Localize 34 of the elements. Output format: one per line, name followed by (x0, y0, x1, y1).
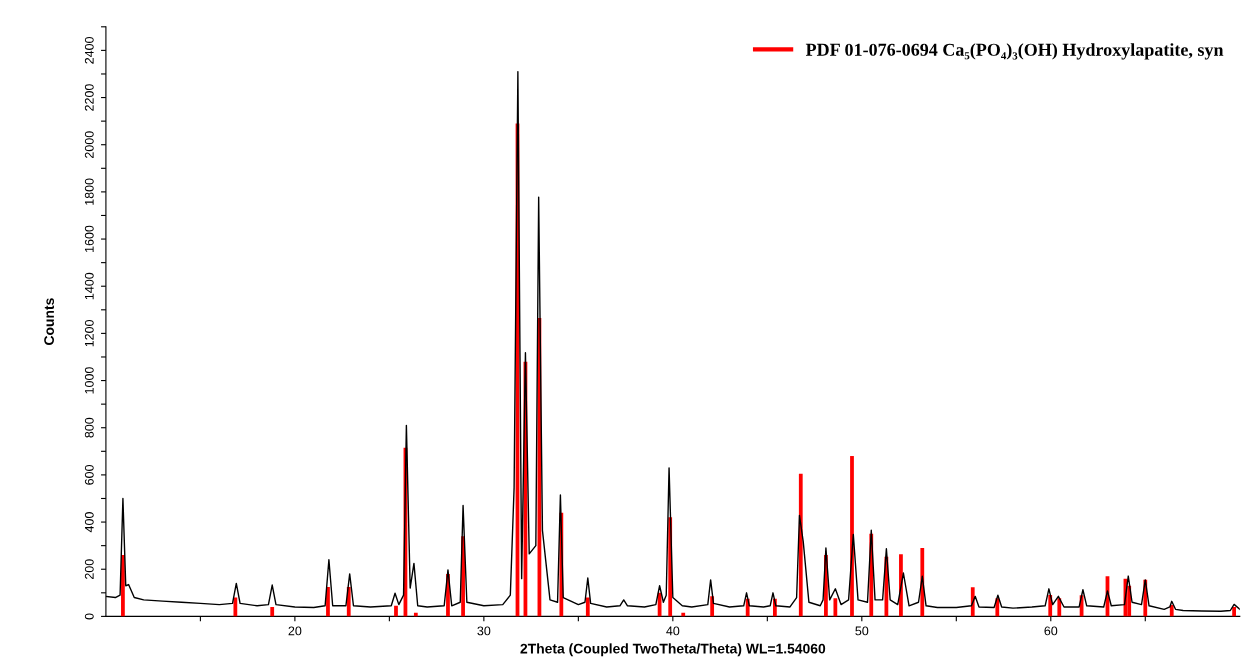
y-tick-label: 1200 (84, 319, 94, 347)
y-tick-label: 800 (84, 417, 94, 438)
y-tick-label: 400 (84, 512, 94, 533)
bar (326, 586, 330, 617)
bar (413, 612, 418, 617)
y-tick-label: 2200 (84, 84, 94, 111)
x-tick-label: 30 (477, 626, 491, 636)
y-tick-label: 1000 (84, 367, 94, 394)
y-axis-title: Counts (44, 298, 55, 345)
bar (1232, 606, 1236, 617)
legend-label: PDF 01-076-0694 Ca₅(PO₄)₃(OH) Hydroxylapatite, syn (805, 43, 1224, 60)
bar (798, 473, 803, 617)
y-tick-label: 1800 (84, 178, 94, 205)
y-tick-label: 1400 (84, 272, 94, 300)
bar (833, 598, 838, 617)
x-tick-label: 60 (1044, 626, 1058, 636)
x-axis-title: 2Theta (Coupled TwoTheta/Theta) WL=1.54060 (520, 643, 826, 657)
bar (657, 592, 662, 617)
y-tick-label: 1600 (84, 225, 94, 253)
y-tick-label: 600 (84, 464, 94, 485)
bar (233, 597, 238, 617)
y-tick-label: 2000 (84, 131, 94, 158)
y-tick-label: 0 (84, 613, 94, 620)
bar (394, 605, 398, 617)
bar (270, 606, 275, 617)
x-tick-label: 40 (666, 626, 680, 636)
bar (681, 612, 686, 617)
x-tick-label: 20 (288, 626, 302, 636)
x-tick-label: 50 (855, 626, 869, 636)
y-tick-label: 200 (84, 559, 94, 580)
bar (585, 597, 590, 617)
bar (1169, 605, 1174, 617)
y-tick-label: 2400 (84, 36, 94, 64)
bar (1057, 598, 1062, 617)
